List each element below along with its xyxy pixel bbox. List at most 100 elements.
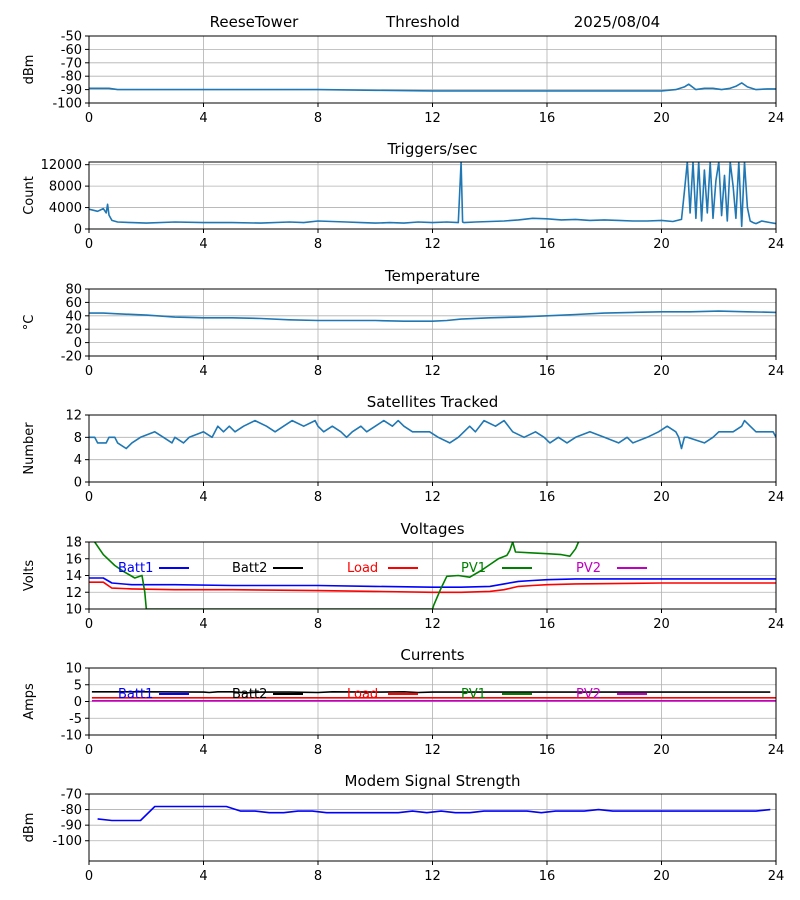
y-tick-label: 10: [65, 603, 82, 618]
x-tick-label: 16: [539, 111, 556, 126]
station-name: ReeseTower: [210, 13, 300, 31]
x-tick-label: 24: [768, 237, 785, 252]
y-tick-label: 4: [74, 453, 82, 468]
y-tick-label: -80: [61, 70, 82, 85]
x-tick-label: 0: [85, 617, 93, 632]
x-tick-label: 12: [424, 743, 441, 758]
satellites-ylabel: Number: [22, 422, 37, 475]
x-tick-label: 8: [314, 743, 322, 758]
x-tick-label: 12: [424, 490, 441, 505]
x-tick-label: 0: [85, 869, 93, 884]
x-tick-label: 0: [85, 490, 93, 505]
x-tick-label: 4: [199, 743, 207, 758]
temperature-grid: [88, 288, 777, 357]
x-tick-label: 24: [768, 743, 785, 758]
x-tick-label: 4: [199, 490, 207, 505]
x-tick-label: 24: [768, 490, 785, 505]
currents-legend: Batt1 Batt2 Load PV1 PV2: [118, 687, 647, 702]
currents-series: [91, 691, 776, 702]
legend-label: Batt1: [118, 687, 153, 702]
y-tick-label: 0: [74, 336, 82, 351]
triggers-series: [89, 162, 776, 228]
x-tick-label: 12: [424, 237, 441, 252]
x-tick-label: 4: [199, 617, 207, 632]
threshold-panel: 0 4 8 12 16 20 24 -100-90-80-70-60-50 dBm: [22, 30, 784, 127]
x-tick-label: 16: [539, 237, 556, 252]
x-tick-label: 20: [653, 111, 670, 126]
header-mode: Threshold: [385, 13, 460, 31]
x-tick-label: 12: [424, 869, 441, 884]
x-tick-label: 16: [539, 617, 556, 632]
y-tick-label: -5: [69, 712, 82, 727]
y-tick-label: -70: [61, 788, 82, 803]
modem-panel: 0 4 8 12 16 20 24 -100-90-80-70 Modem Signal Str…: [22, 772, 784, 884]
satellites-panel: 0 4 8 12 16 20 24 0 4 8 12 Satellites Tracked Number: [22, 393, 784, 505]
legend-label: Batt2: [232, 561, 267, 576]
x-tick-label: 20: [653, 743, 670, 758]
x-tick-label: 0: [85, 111, 93, 126]
y-tick-label: 12: [65, 409, 82, 424]
y-tick-label: 0: [74, 476, 82, 491]
x-tick-label: 24: [768, 111, 785, 126]
y-tick-label: 60: [65, 296, 82, 311]
x-tick-label: 16: [539, 743, 556, 758]
y-tick-label: 18: [65, 536, 82, 551]
y-tick-label: 14: [65, 569, 82, 584]
temperature-series-line-0: [89, 310, 776, 322]
y-tick-label: -80: [61, 803, 82, 818]
triggers-title: Triggers/sec: [387, 140, 478, 158]
y-tick-label: -90: [61, 819, 82, 834]
y-tick-label: 4000: [49, 201, 82, 216]
modem-ylabel: dBm: [22, 813, 37, 843]
x-tick-label: 4: [199, 364, 207, 379]
modem-series: [97, 805, 771, 822]
triggers-panel: 0 4 8 12 16 20 24 0 4000 8000 12000 Triggers/sec Cou…: [22, 140, 784, 252]
legend-label: Batt1: [118, 561, 153, 576]
x-tick-label: 12: [424, 617, 441, 632]
y-tick-label: -10: [61, 729, 82, 744]
modem-grid: [88, 793, 777, 861]
satellites-grid: [88, 414, 777, 483]
voltages-ylabel: Volts: [22, 560, 37, 592]
satellites-title: Satellites Tracked: [367, 393, 498, 411]
y-tick-label: 20: [65, 323, 82, 338]
y-tick-label: 12000: [41, 158, 82, 173]
voltages-series: [89, 542, 776, 609]
y-tick-label: 5: [74, 678, 82, 693]
x-tick-label: 12: [424, 364, 441, 379]
y-tick-label: -100: [52, 834, 82, 849]
x-tick-label: 0: [85, 364, 93, 379]
temperature-series: [89, 310, 776, 322]
legend-label: PV2: [576, 687, 601, 702]
voltages-series-line-batt1: [89, 577, 776, 588]
x-tick-label: 20: [653, 869, 670, 884]
triggers-grid: [88, 162, 777, 230]
x-tick-label: 4: [199, 237, 207, 252]
x-tick-label: 0: [85, 237, 93, 252]
y-tick-label: 16: [65, 552, 82, 567]
x-tick-label: 20: [653, 490, 670, 505]
temperature-ylabel: °C: [22, 315, 37, 331]
x-tick-label: 16: [539, 364, 556, 379]
temperature-title: Temperature: [384, 267, 480, 285]
y-tick-label: 0: [74, 223, 82, 238]
legend-label: PV1: [461, 687, 486, 702]
y-tick-label: -60: [61, 43, 82, 58]
x-tick-label: 4: [199, 869, 207, 884]
threshold-series-line-0: [89, 82, 776, 92]
y-tick-label: 10: [65, 662, 82, 677]
voltages-legend: Batt1 Batt2 Load PV1 PV2: [118, 561, 647, 576]
y-tick-label: 40: [65, 309, 82, 324]
y-tick-label: -70: [61, 56, 82, 71]
x-tick-label: 20: [653, 364, 670, 379]
currents-series-line-batt2: [91, 691, 771, 694]
legend-label: Batt2: [232, 687, 267, 702]
y-tick-label: 8: [74, 431, 82, 446]
legend-label: PV2: [576, 561, 601, 576]
triggers-series-line-0: [89, 162, 776, 228]
voltages-series-line-pv1: [94, 542, 580, 609]
x-tick-label: 20: [653, 617, 670, 632]
x-tick-label: 8: [314, 490, 322, 505]
